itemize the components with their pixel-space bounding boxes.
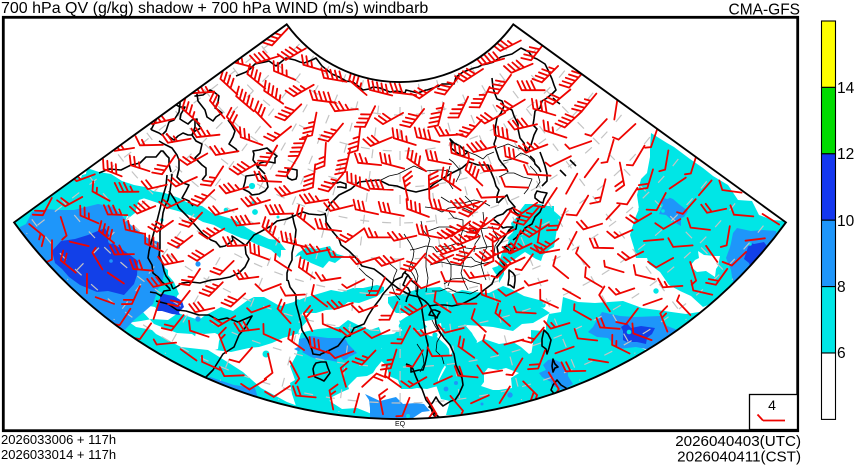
svg-text:2026033006 + 117h: 2026033006 + 117h <box>1 432 116 447</box>
svg-text:700 hPa QV (g/kg) shadow + 700: 700 hPa QV (g/kg) shadow + 700 hPa WIND … <box>1 0 428 17</box>
svg-text:6: 6 <box>837 345 846 362</box>
svg-text:12: 12 <box>837 146 854 163</box>
svg-text:2026040403(UTC): 2026040403(UTC) <box>675 433 801 450</box>
svg-text:2026033014 + 117h: 2026033014 + 117h <box>1 447 116 462</box>
svg-text:8: 8 <box>837 279 846 296</box>
svg-text:4: 4 <box>768 397 776 413</box>
svg-text:EQ: EQ <box>395 421 406 428</box>
svg-text:CMA-GFS: CMA-GFS <box>729 2 800 19</box>
svg-text:10: 10 <box>837 213 855 230</box>
svg-text:14: 14 <box>837 80 855 97</box>
svg-text:2026040411(CST): 2026040411(CST) <box>677 449 801 466</box>
